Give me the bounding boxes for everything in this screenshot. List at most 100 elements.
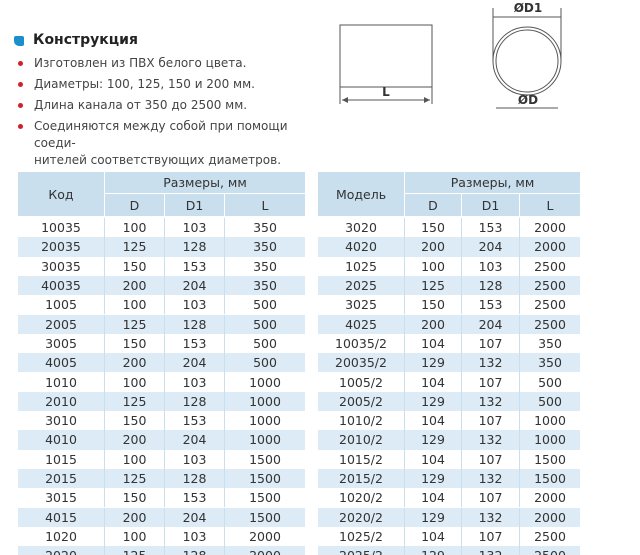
table-cell: 500 <box>225 353 305 373</box>
table-cell: 1500 <box>520 449 580 469</box>
table-cell: 1000 <box>225 411 305 431</box>
table-cell: 204 <box>165 353 225 373</box>
table-cell: 204 <box>165 275 225 296</box>
bullet-text: Диаметры: 100, 125, 150 и 200 мм. <box>34 77 255 91</box>
outer-label: ØD1 <box>514 1 543 15</box>
table-cell: 129 <box>405 353 462 373</box>
bullet-text: нителей соответствующих диаметров. <box>34 153 282 167</box>
table-cell: 1005/2 <box>318 372 405 392</box>
table-cell: 128 <box>462 275 520 296</box>
table-cell: 107 <box>462 526 520 547</box>
header-cell: L <box>520 194 580 216</box>
table-cell: 1000 <box>225 391 305 411</box>
table-cell: 2500 <box>520 526 580 547</box>
table-cell: 2020/2 <box>318 507 405 527</box>
table-cell: 1025/2 <box>318 526 405 547</box>
section-icon <box>14 36 24 46</box>
table-cell: 103 <box>462 256 520 276</box>
table-cell: 350 <box>520 353 580 373</box>
table-cell: 100 <box>405 256 462 276</box>
table-cell: 1005 <box>18 295 105 315</box>
table-cell: 100 <box>105 372 165 392</box>
table-cell: 4020 <box>318 237 405 257</box>
table-cell: 100 <box>105 295 165 315</box>
table-cell: 3005 <box>18 333 105 354</box>
table-cell: 150 <box>105 488 165 508</box>
table-cell: 125 <box>105 237 165 257</box>
table-cell: 1500 <box>225 488 305 508</box>
table-cell: 107 <box>462 411 520 431</box>
table-cell: 500 <box>520 372 580 392</box>
table-cell: 2015 <box>18 468 105 489</box>
table-cell: 1500 <box>225 449 305 469</box>
table-cell: 3020 <box>318 218 405 238</box>
table-cell: 40035 <box>18 275 105 296</box>
table-cell: 125 <box>105 391 165 411</box>
table-cell: 350 <box>225 256 305 276</box>
table-cell: 30035 <box>18 256 105 276</box>
table-cell: 1000 <box>520 430 580 450</box>
bullet-dot <box>18 82 23 87</box>
bullet-item: Длина канала от 350 до 2500 мм. <box>18 97 318 114</box>
table-cell: 2005/2 <box>318 391 405 411</box>
table-cell: 107 <box>462 333 520 354</box>
table-cell: 132 <box>462 468 520 489</box>
table-cell: 1020 <box>18 526 105 547</box>
table-cell: 1020/2 <box>318 488 405 508</box>
table-cell: 128 <box>165 237 225 257</box>
table-cell: 2000 <box>520 218 580 238</box>
header-cell: Размеры, мм <box>405 172 580 194</box>
table-cell: 129 <box>405 507 462 527</box>
table-cell: 500 <box>225 314 305 334</box>
table-cell: 2000 <box>225 546 305 555</box>
table-cell: 103 <box>165 526 225 547</box>
table-cell: 200 <box>405 237 462 257</box>
table-cell: 129 <box>405 468 462 489</box>
table-cell: 20035/2 <box>318 353 405 373</box>
table-cell: 150 <box>105 256 165 276</box>
table-cell: 150 <box>105 411 165 431</box>
table-cell: 2020 <box>18 546 105 555</box>
table-cell: 100 <box>105 218 165 238</box>
table-cell: 103 <box>165 295 225 315</box>
table-cell: 132 <box>462 391 520 411</box>
table-cell: 500 <box>520 391 580 411</box>
table-cell: 128 <box>165 468 225 489</box>
table-cell: 2500 <box>520 314 580 334</box>
table-cell: 125 <box>405 275 462 296</box>
table-cell: 129 <box>405 391 462 411</box>
table-cell: 204 <box>165 430 225 450</box>
table-cell: 4010 <box>18 430 105 450</box>
table-cell: 107 <box>462 488 520 508</box>
bullet-text: Соединяются между собой при помощи соеди… <box>34 119 288 150</box>
table-cell: 500 <box>225 295 305 315</box>
table-cell: 132 <box>462 430 520 450</box>
table-cell: 204 <box>165 507 225 527</box>
table-cell: 132 <box>462 507 520 527</box>
header-cell: Модель <box>318 172 405 216</box>
table-cell: 200 <box>105 275 165 296</box>
table-cell: 2500 <box>520 546 580 555</box>
duct-side <box>339 24 433 88</box>
table-cell: 125 <box>105 468 165 489</box>
bullet-item: Соединяются между собой при помощи соеди… <box>18 118 318 169</box>
table-cell: 200 <box>105 507 165 527</box>
header-cell: D1 <box>462 194 520 216</box>
table-cell: 153 <box>165 411 225 431</box>
bullet-item: Изготовлен из ПВХ белого цвета. <box>18 55 318 72</box>
table-cell: 2010 <box>18 391 105 411</box>
table-cell: 2500 <box>520 256 580 276</box>
table-cell: 103 <box>165 372 225 392</box>
table-cell: 4025 <box>318 314 405 334</box>
table-cell: 153 <box>165 256 225 276</box>
table-cell: 4015 <box>18 507 105 527</box>
section-title: Конструкция <box>33 32 138 48</box>
table-cell: 153 <box>462 295 520 315</box>
table-cell: 2000 <box>520 488 580 508</box>
header-cell: D <box>405 194 462 216</box>
table-cell: 2000 <box>520 237 580 257</box>
table-cell: 10035 <box>18 218 105 238</box>
bullet-text: Изготовлен из ПВХ белого цвета. <box>34 56 247 70</box>
diagram: L ØD1 ØD <box>339 1 562 109</box>
table-cell: 150 <box>105 333 165 354</box>
